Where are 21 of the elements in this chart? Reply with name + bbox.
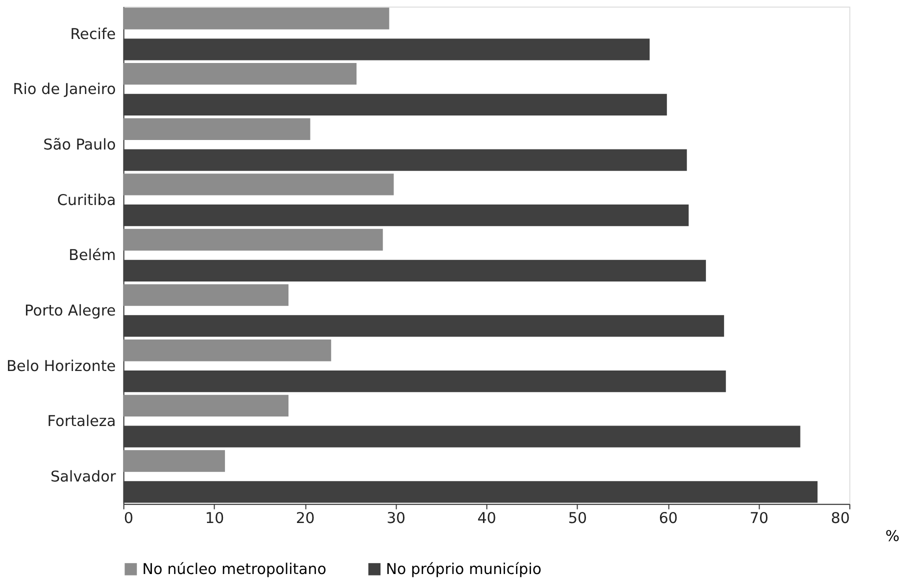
y-tick-label: Salvador	[50, 467, 117, 486]
y-tick-label: Rio de Janeiro	[12, 80, 116, 98]
x-tick-label: 80	[830, 509, 850, 528]
x-tick-label: 20	[296, 509, 315, 528]
x-tick-label: 40	[477, 509, 496, 528]
y-tick-label: Porto Alegre	[24, 301, 116, 320]
x-tick-label: 50	[568, 509, 588, 528]
y-tick-label: Belém	[68, 246, 116, 264]
y-tick-label: Recife	[70, 24, 116, 43]
legend-label: No núcleo metropolitano	[142, 560, 326, 578]
x-tick-label: 0	[124, 509, 134, 528]
x-tick-label: 30	[386, 509, 406, 528]
x-axis-title: %	[885, 527, 900, 546]
y-tick-label: São Paulo	[43, 136, 116, 154]
x-tick-label: 70	[750, 509, 769, 528]
x-tick-label: 60	[658, 509, 678, 528]
y-tick-label: Fortaleza	[47, 412, 116, 430]
x-tick-label: 10	[205, 509, 224, 528]
y-tick-label: Curitiba	[57, 190, 116, 209]
legend-label: No próprio município	[386, 560, 542, 578]
y-tick-label: Belo Horizonte	[6, 356, 116, 375]
